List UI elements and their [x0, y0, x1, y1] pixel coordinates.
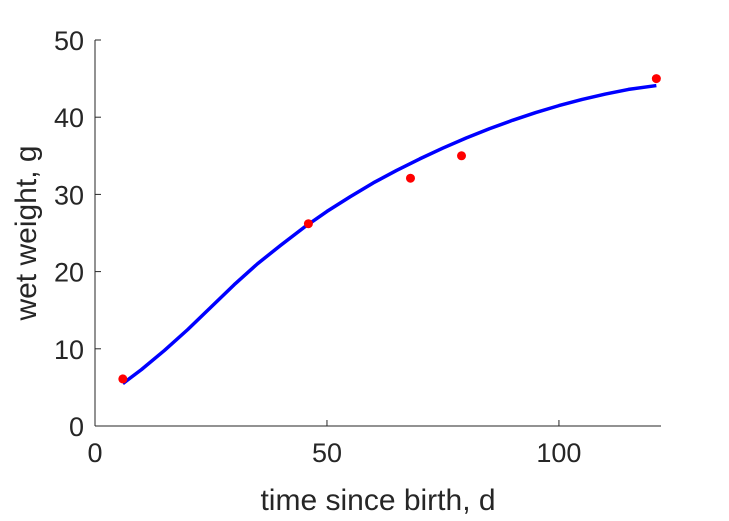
- y-ticks: 0 10 20 30 40 50: [54, 26, 101, 442]
- y-tick-label: 20: [54, 258, 84, 288]
- data-point: [118, 374, 128, 384]
- x-axis: 0 50 100 time since birth, d: [87, 420, 661, 517]
- x-tick-label: 100: [536, 438, 581, 468]
- data-point: [405, 173, 415, 183]
- data-point: [303, 219, 313, 229]
- fit-curve-line: [121, 83, 657, 385]
- data-point: [651, 74, 661, 84]
- x-tick-label: 0: [87, 438, 102, 468]
- y-axis-title: wet weight, g: [10, 145, 43, 321]
- y-tick-label: 50: [54, 26, 84, 56]
- y-tick-label: 10: [54, 335, 84, 365]
- y-tick-label: 30: [54, 180, 84, 210]
- plot-area: [118, 74, 661, 385]
- y-tick-label: 0: [69, 412, 84, 442]
- y-axis: 0 10 20 30 40 50 wet weight, g: [10, 26, 101, 442]
- x-ticks: 0 50 100: [87, 420, 581, 468]
- x-tick-label: 50: [312, 438, 342, 468]
- x-axis-title: time since birth, d: [260, 484, 495, 517]
- y-tick-label: 40: [54, 103, 84, 133]
- data-point: [457, 151, 467, 161]
